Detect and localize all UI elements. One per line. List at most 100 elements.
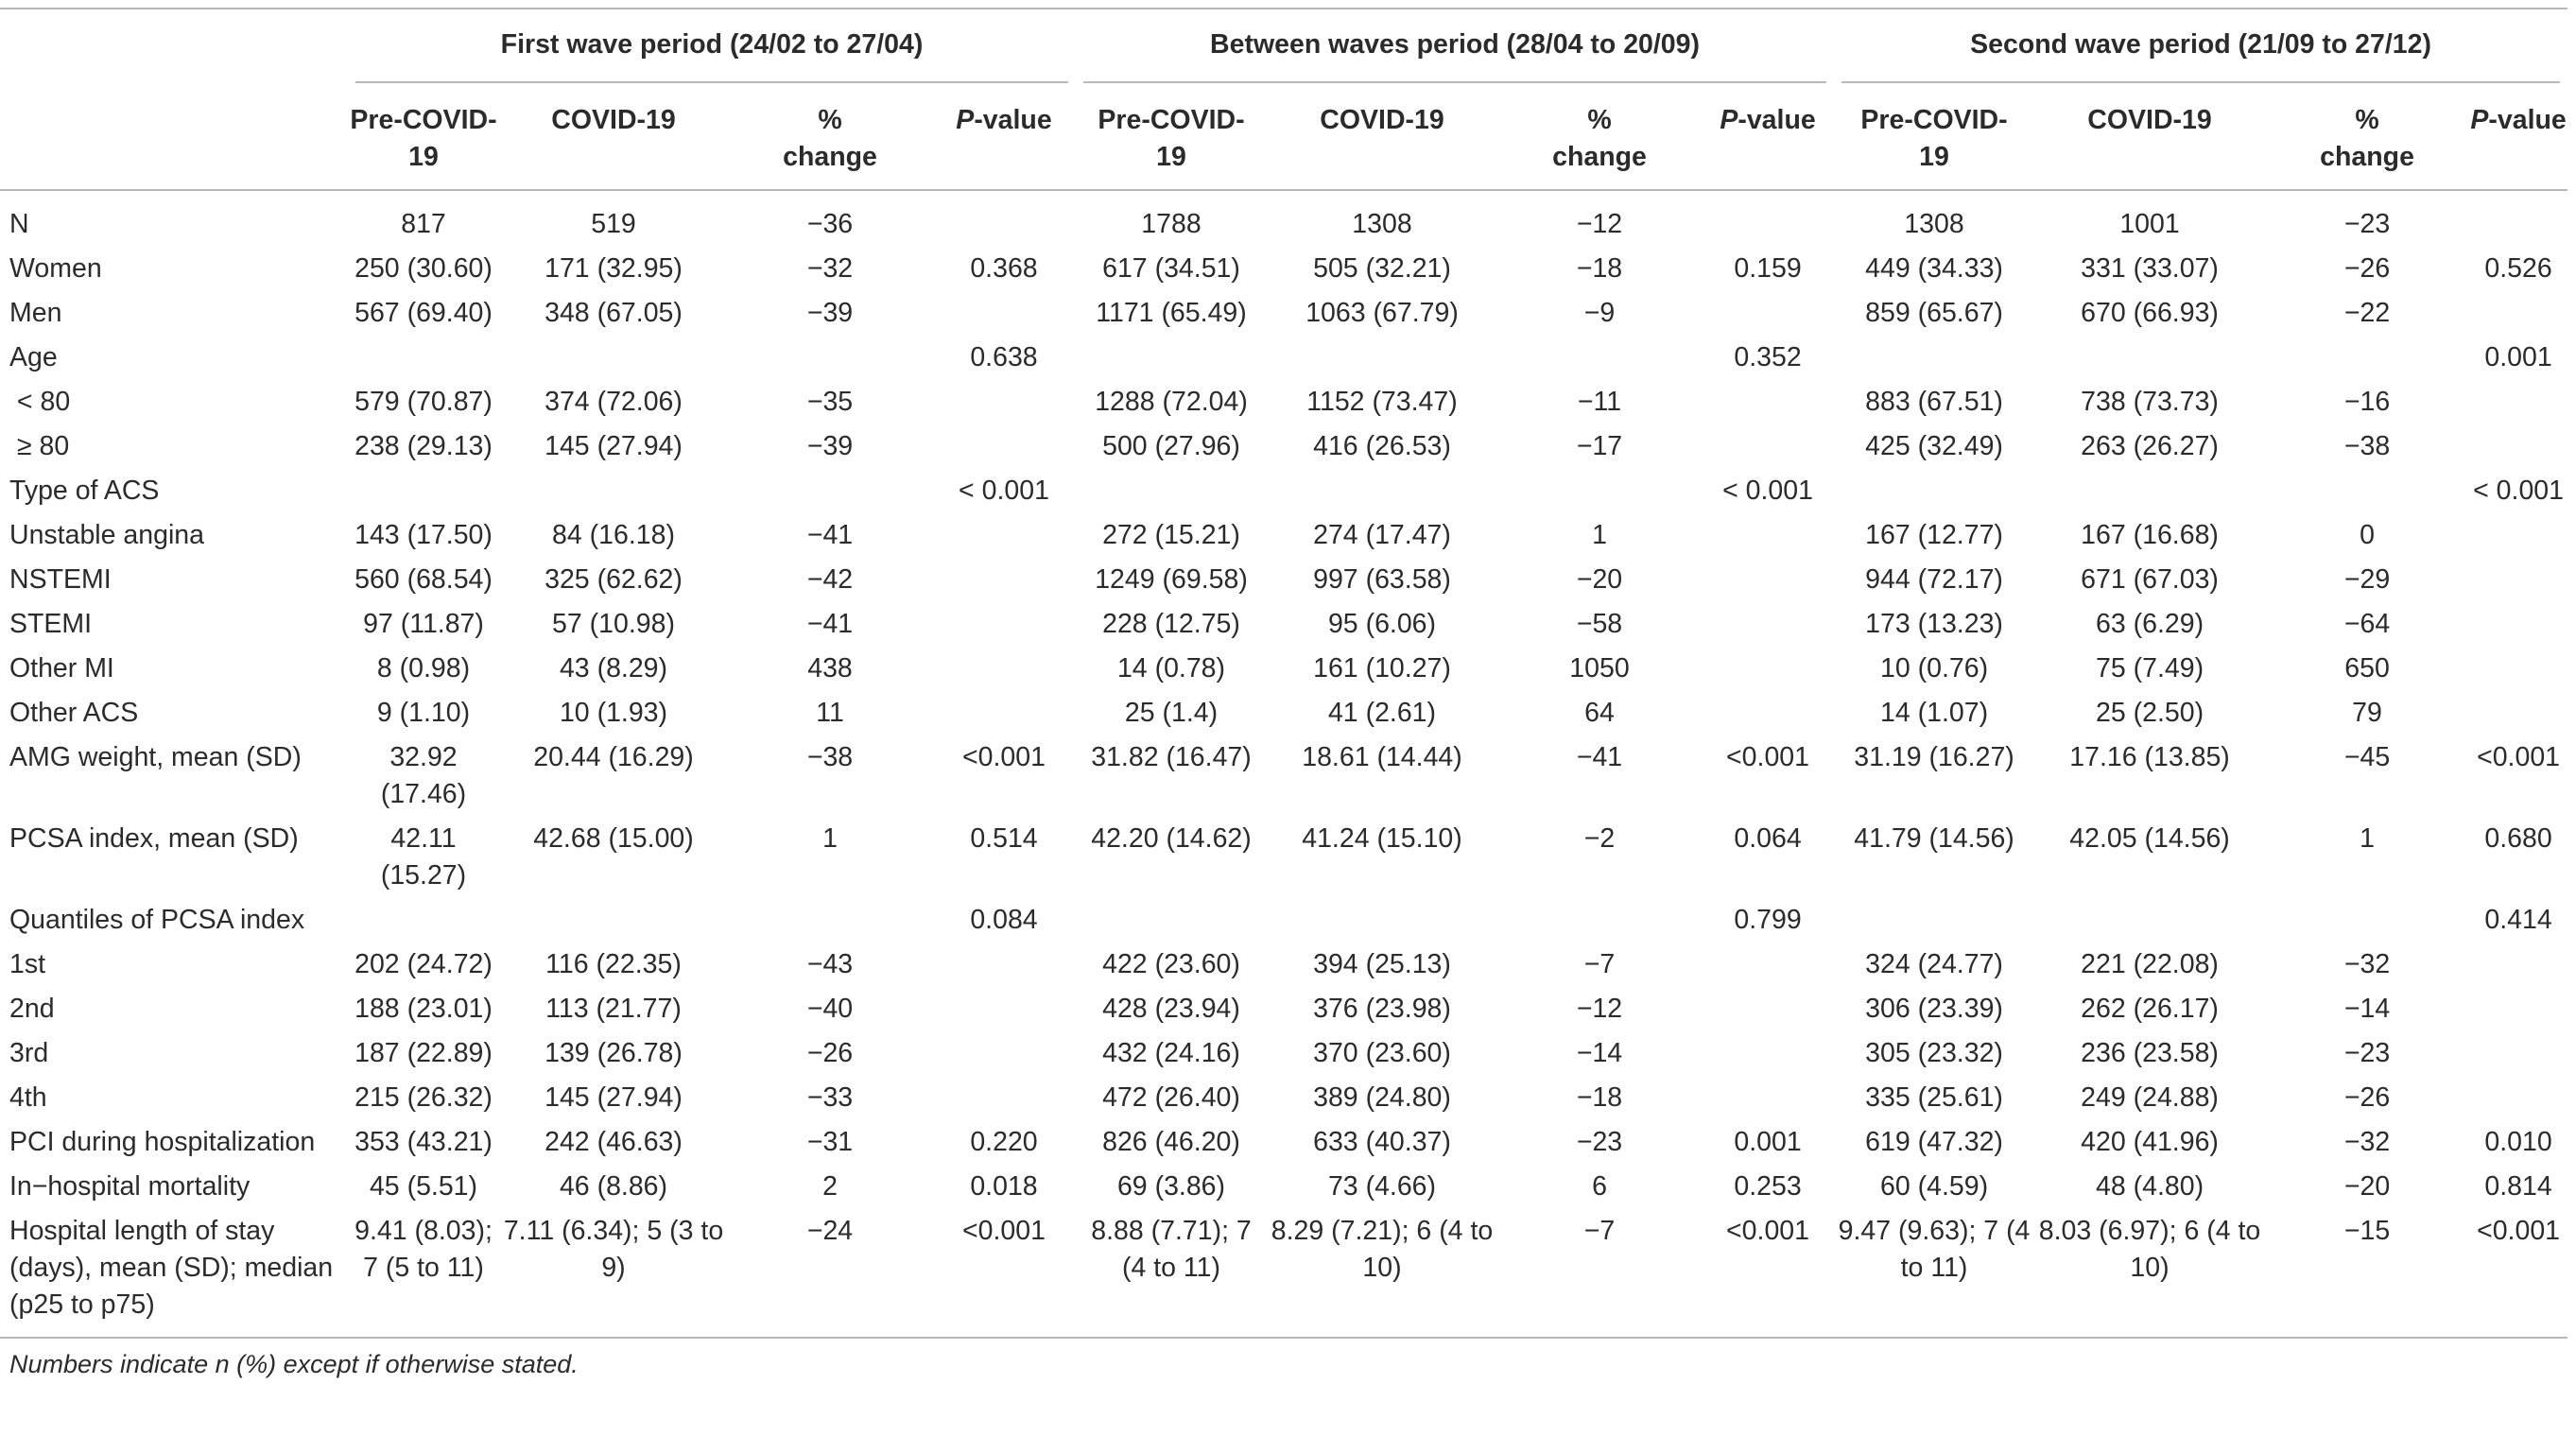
table-cell: 335 (25.61) — [1865, 1082, 2003, 1113]
table-cell: 113 (21.77) — [545, 994, 682, 1024]
table-cell: 0.352 — [1734, 342, 1802, 372]
table-cell: −9 — [1583, 298, 1616, 328]
row-label: ≥ 80 — [9, 431, 70, 461]
table-cell: 31.19 (16.27) — [1854, 742, 2014, 772]
table-cell: 1152 (73.47) — [1306, 387, 1458, 417]
table-cell: −20 — [1576, 564, 1623, 595]
table-cell: 633 (40.37) — [1313, 1127, 1451, 1157]
table-cell: 42.20 (14.62) — [1091, 823, 1252, 854]
table-cell: 394 (25.13) — [1313, 949, 1451, 979]
table-cell: 0.814 — [2484, 1171, 2552, 1202]
table-cell: <0.001 — [1726, 1216, 1809, 1246]
table-cell: 79 — [2352, 698, 2382, 728]
table-cell: −7 — [1583, 1216, 1616, 1246]
table-cell: 1308 — [1352, 209, 1412, 239]
table-cell: 41.24 (15.10) — [1302, 823, 1462, 854]
table-cell: 187 (22.89) — [354, 1038, 493, 1068]
table-cell: −36 — [806, 209, 854, 239]
table-row: < 80 579 (70.87) 374 (72.06) −35 1288 (72.04… — [0, 376, 2567, 421]
table-cell: 826 (46.20) — [1102, 1127, 1240, 1157]
table-cell: 18.61 (14.44) — [1302, 742, 1462, 772]
row-label: Type of ACS — [9, 476, 160, 506]
table-cell: 0.001 — [1734, 1127, 1802, 1157]
table-cell: 10 (1.93) — [559, 698, 668, 728]
table-cell: 25 (1.4) — [1124, 698, 1219, 728]
table-cell — [1702, 687, 1834, 732]
table-cell: 670 (66.93) — [2081, 298, 2219, 328]
table-cell — [932, 643, 1076, 687]
table-cell: < 0.001 — [2473, 476, 2564, 506]
table-cell: −38 — [806, 742, 854, 772]
row-label: In−hospital mortality — [9, 1171, 251, 1202]
table-cell: 9.47 (9.63); 7 (4 to 11) — [1838, 1216, 2031, 1283]
table-cell: −42 — [806, 564, 854, 595]
table-cell — [1702, 1072, 1834, 1116]
table-cell: −18 — [1576, 1082, 1623, 1113]
table-cell — [2034, 465, 2265, 510]
table-cell — [1267, 332, 1497, 376]
col-header-pre-covid-second: Pre-COVID- 19 — [1860, 105, 2008, 172]
table-cell — [1267, 894, 1497, 939]
table-cell: 9 (1.10) — [376, 698, 471, 728]
table-cell: 883 (67.51) — [1865, 387, 2003, 417]
table-cell: 75 (7.49) — [2095, 653, 2204, 683]
table-cell: −26 — [2343, 1082, 2391, 1113]
row-label: Other MI — [9, 653, 114, 683]
row-label: AMG weight, mean (SD) — [9, 742, 302, 772]
table-cell: 188 (23.01) — [354, 994, 493, 1024]
col-header-change-second: % change — [2320, 105, 2414, 172]
table-cell: 567 (69.40) — [354, 298, 493, 328]
table-cell — [499, 332, 728, 376]
table-cell: 14 (0.78) — [1116, 653, 1226, 683]
row-label: Men — [9, 298, 62, 328]
data-table: First wave period (24/02 to 27/04) Betwe… — [0, 8, 2568, 1383]
table-cell: −41 — [1576, 742, 1623, 772]
table-cell: 1788 — [1141, 209, 1202, 239]
table-cell: <0.001 — [962, 1216, 1046, 1246]
row-label: Other ACS — [9, 698, 139, 728]
table-cell — [1497, 465, 1702, 510]
table-cell — [1702, 287, 1834, 332]
table-cell: 42.05 (14.56) — [2069, 823, 2230, 854]
table-cell: −45 — [2343, 742, 2391, 772]
table-cell: 249 (24.88) — [2081, 1082, 2219, 1113]
table-cell: 353 (43.21) — [354, 1127, 493, 1157]
table-cell: 8.03 (6.97); 6 (4 to 10) — [2038, 1216, 2261, 1283]
table-cell: <0.001 — [962, 742, 1046, 772]
table-cell: 236 (23.58) — [2081, 1038, 2219, 1068]
table-cell: 0.018 — [970, 1171, 1038, 1202]
table-cell: 272 (15.21) — [1102, 520, 1240, 550]
table-cell: 331 (33.07) — [2081, 253, 2219, 284]
table-cell: 274 (17.47) — [1313, 520, 1451, 550]
table-cell: 324 (24.77) — [1865, 949, 2003, 979]
group-first-wave: First wave period (24/02 to 27/04) — [348, 9, 1076, 82]
col-header-change-between: % change — [1552, 105, 1647, 172]
table-cell: 84 (16.18) — [552, 520, 675, 550]
table-cell: 0.414 — [2484, 905, 2552, 935]
table-cell: 167 (12.77) — [1865, 520, 2003, 550]
table-cell: −33 — [806, 1082, 854, 1113]
table-row: NSTEMI 560 (68.54) 325 (62.62) −42 1249 (69.… — [0, 554, 2567, 598]
column-header-row: Pre-COVID- 19 COVID-19 % change P-value Pre-CO… — [0, 81, 2568, 190]
table-cell: −23 — [2343, 209, 2391, 239]
table-cell: 43 (8.29) — [559, 653, 668, 683]
table-cell: 250 (30.60) — [354, 253, 493, 284]
stub-header — [0, 81, 348, 190]
table-row: Hospital length of stay (days), mean (SD… — [0, 1205, 2567, 1338]
table-cell: 161 (10.27) — [1313, 653, 1451, 683]
table-cell: 42.68 (15.00) — [533, 823, 694, 854]
table-cell: 519 — [591, 209, 636, 239]
table-cell: 173 (13.23) — [1865, 609, 2003, 639]
table-cell — [2469, 939, 2567, 983]
table-cell: 9.41 (8.03); 7 (5 to 11) — [354, 1216, 493, 1283]
table-row: Type of ACS < 0.001 < 0.001 < 0.001 — [0, 465, 2567, 510]
table-cell: 1 — [1592, 520, 1607, 550]
table-row: Age 0.638 0.352 0.001 — [0, 332, 2567, 376]
row-label: Quantiles of PCSA index — [9, 905, 305, 935]
row-label: < 80 — [9, 387, 71, 417]
table-cell: 202 (24.72) — [354, 949, 493, 979]
table-cell — [1076, 332, 1267, 376]
table-cell: 374 (72.06) — [545, 387, 683, 417]
table-row: Women 250 (30.60) 171 (32.95) −32 0.368 617 (… — [0, 243, 2567, 287]
table-cell: −17 — [1576, 431, 1623, 461]
